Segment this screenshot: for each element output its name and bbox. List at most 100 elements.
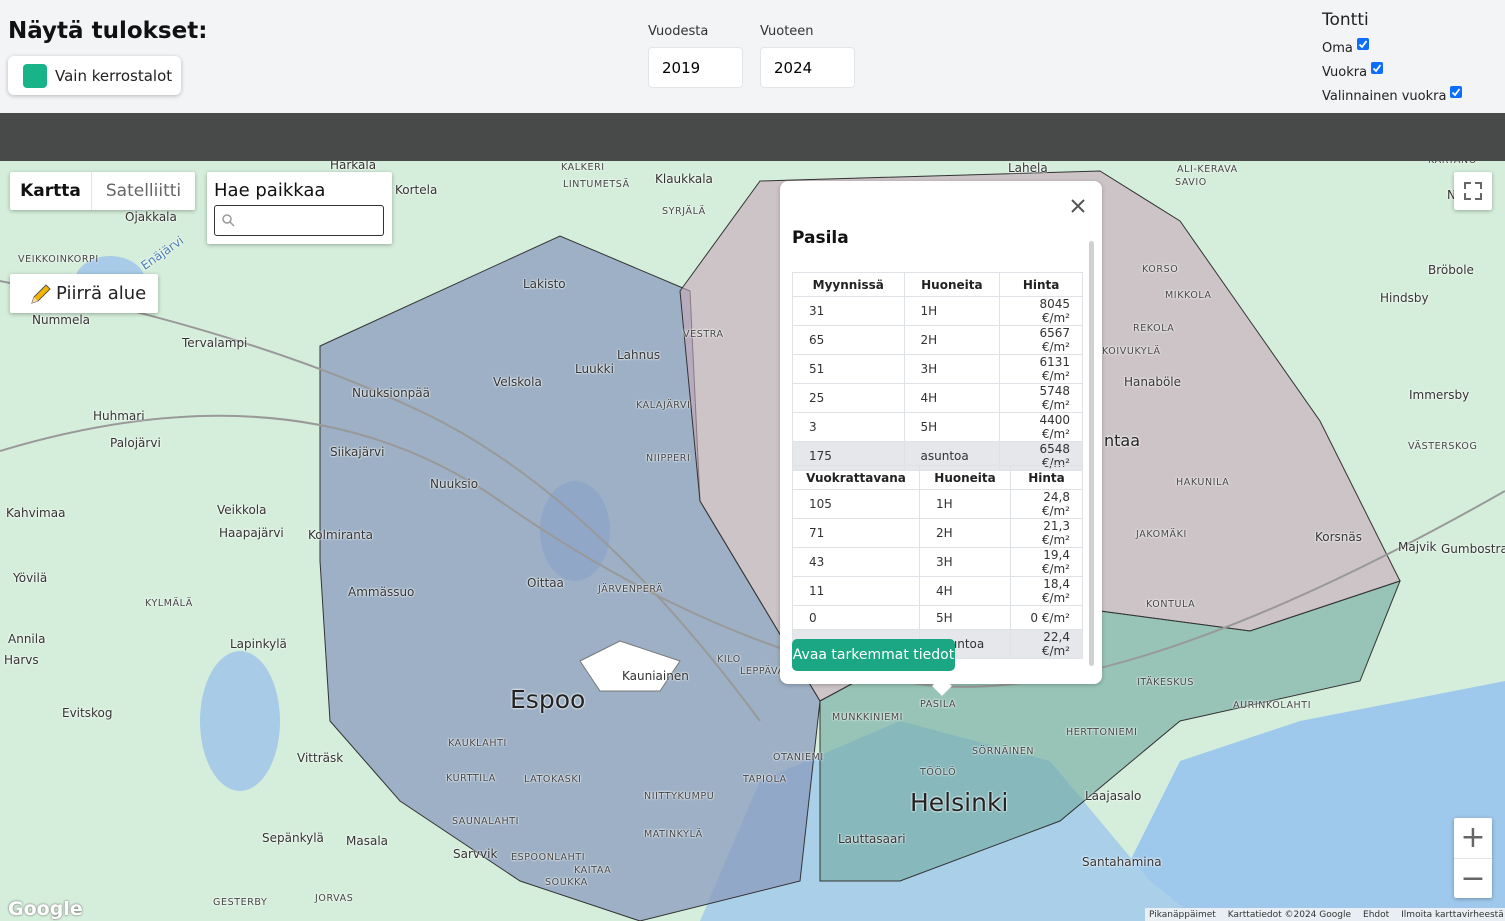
column-header: Vuokrattavana xyxy=(793,466,920,490)
place-label: Immersby xyxy=(1409,388,1469,402)
google-logo: Google xyxy=(8,898,83,920)
cell: 6131 €/m² xyxy=(1000,355,1083,384)
footer-link[interactable]: Ilmoita karttavirheestä xyxy=(1401,910,1504,920)
search-input[interactable] xyxy=(214,205,384,236)
column-header: Myynnissä xyxy=(793,273,905,297)
cell: 51 xyxy=(793,355,905,384)
header-row: VuokrattavanaHuoneitaHinta xyxy=(793,466,1083,490)
place-label: KALAJÄRVI xyxy=(636,400,691,411)
plot-option-label: Oma xyxy=(1322,41,1353,56)
place-label: Kolmiranta xyxy=(308,528,373,542)
cell: 6567 €/m² xyxy=(1000,326,1083,355)
cell: 5748 €/m² xyxy=(1000,384,1083,413)
checkbox[interactable] xyxy=(1450,86,1462,98)
place-label: PASILA xyxy=(920,699,956,710)
sale-table-wrap: MyynnissäHuoneitaHinta311H8045 €/m²652H6… xyxy=(792,272,1083,471)
cell: 8045 €/m² xyxy=(1000,297,1083,326)
search-panel: Hae paikkaa xyxy=(207,172,392,244)
header-row: MyynnissäHuoneitaHinta xyxy=(793,273,1083,297)
cell: 0 xyxy=(793,606,920,630)
place-label: Nuuksio xyxy=(430,477,478,491)
zoom-control: + − xyxy=(1454,818,1492,898)
close-button[interactable] xyxy=(1070,198,1086,214)
plot-option: Oma xyxy=(1322,36,1462,60)
checkbox[interactable] xyxy=(1357,38,1369,50)
cell: 1H xyxy=(920,490,1011,519)
map-type-option[interactable]: Satelliitti xyxy=(91,172,195,210)
place-label: KALKERI xyxy=(561,162,605,173)
cell: 18,4 €/m² xyxy=(1011,577,1083,606)
place-label: Lakisto xyxy=(523,277,566,291)
place-label: Lauttasaari xyxy=(838,832,906,846)
place-label: VÄSTERSKOG xyxy=(1408,441,1477,452)
footer-link[interactable]: Karttatiedot ©2024 Google xyxy=(1228,910,1351,920)
data-row: 311H8045 €/m² xyxy=(793,297,1083,326)
place-label: Siikajärvi xyxy=(330,445,384,459)
place-label: JÄRVENPERÄ xyxy=(598,584,663,595)
place-label: Kortela xyxy=(395,183,437,197)
draw-label: Piirrä alue xyxy=(56,283,146,304)
fullscreen-button[interactable] xyxy=(1454,172,1492,210)
cell: 0 €/m² xyxy=(1011,606,1083,630)
place-label: LATOKASKI xyxy=(524,774,582,785)
checkbox[interactable] xyxy=(1371,62,1383,74)
place-label: Evitskog xyxy=(62,706,112,720)
place-label: LINTUMETSÄ xyxy=(563,179,630,190)
place-label: Klaukkala xyxy=(655,172,713,186)
to-input[interactable]: 2024 xyxy=(760,47,855,88)
place-label: HAKUNILA xyxy=(1176,477,1229,488)
place-label: VESTRA xyxy=(683,329,724,340)
zoom-out[interactable]: − xyxy=(1454,859,1492,899)
cell: 4400 €/m² xyxy=(1000,413,1083,442)
info-popup: Pasila MyynnissäHuoneitaHinta311H8045 €/… xyxy=(780,181,1102,684)
map[interactable]: EspooHelsinkiKauniainenLahnusLuukkiVelsk… xyxy=(0,161,1505,921)
place-label: Ammässuo xyxy=(348,585,414,599)
cell: 31 xyxy=(793,297,905,326)
cell: 4H xyxy=(920,577,1011,606)
place-label: Nummela xyxy=(32,313,90,327)
place-label: KYLMÄLÄ xyxy=(145,598,193,609)
details-button[interactable]: Avaa tarkemmat tiedot xyxy=(792,639,955,671)
from-label: Vuodesta xyxy=(648,24,708,39)
place-label: Velskola xyxy=(493,375,542,389)
place-label: KURTTILA xyxy=(446,773,496,784)
place-label: Gumbostrand xyxy=(1441,542,1505,556)
data-row: 114H18,4 €/m² xyxy=(793,577,1083,606)
data-row: 433H19,4 €/m² xyxy=(793,548,1083,577)
place-label: KORSO xyxy=(1142,264,1178,275)
map-footer: Pikanäppäimet Karttatiedot ©2024 Google Eh… xyxy=(1145,908,1505,921)
place-label: KILO xyxy=(717,654,741,665)
footer-link[interactable]: Ehdot xyxy=(1363,910,1389,920)
place-label: Oittaa xyxy=(527,576,564,590)
plot-option: Vuokra xyxy=(1322,60,1462,84)
footer-link[interactable]: Pikanäppäimet xyxy=(1149,910,1216,920)
place-label: JORVAS xyxy=(315,893,353,904)
place-label: KOIVUKYLÄ xyxy=(1102,346,1161,357)
plot-options: Oma Vuokra Valinnainen vuokra xyxy=(1322,36,1462,108)
rent-table-wrap: VuokrattavanaHuoneitaHinta1051H24,8 €/m²… xyxy=(792,465,1083,659)
column-header: Huoneita xyxy=(920,466,1011,490)
plot-title: Tontti xyxy=(1322,10,1369,30)
plot-option-label: Valinnainen vuokra xyxy=(1322,89,1446,104)
cell: 11 xyxy=(793,577,920,606)
place-label: Hanaböle xyxy=(1124,375,1181,389)
place-label: MATINKYLÄ xyxy=(644,829,703,840)
scrollbar xyxy=(1089,241,1094,666)
map-canvas xyxy=(0,161,1505,921)
map-type-option[interactable]: Kartta xyxy=(10,172,91,210)
filter-button[interactable]: Vain kerrostalot xyxy=(8,56,181,95)
plot-option-label: Vuokra xyxy=(1322,65,1367,80)
cell: 43 xyxy=(793,548,920,577)
draw-button[interactable]: Piirrä alue xyxy=(10,274,158,313)
place-label: ALI-KERAVA xyxy=(1177,164,1238,175)
place-label: AURINKOLAHTI xyxy=(1233,700,1311,711)
place-label: KARTANO xyxy=(1428,161,1477,166)
place-label: REKOLA xyxy=(1133,323,1174,334)
zoom-in[interactable]: + xyxy=(1454,818,1492,859)
from-input[interactable]: 2019 xyxy=(648,47,743,88)
filter-label: Vain kerrostalot xyxy=(55,67,172,85)
column-header: Hinta xyxy=(1000,273,1083,297)
place-label: MUNKKINIEMI xyxy=(832,712,903,723)
place-label: Lahnus xyxy=(617,348,660,362)
place-label: Ojakkala xyxy=(125,210,177,224)
